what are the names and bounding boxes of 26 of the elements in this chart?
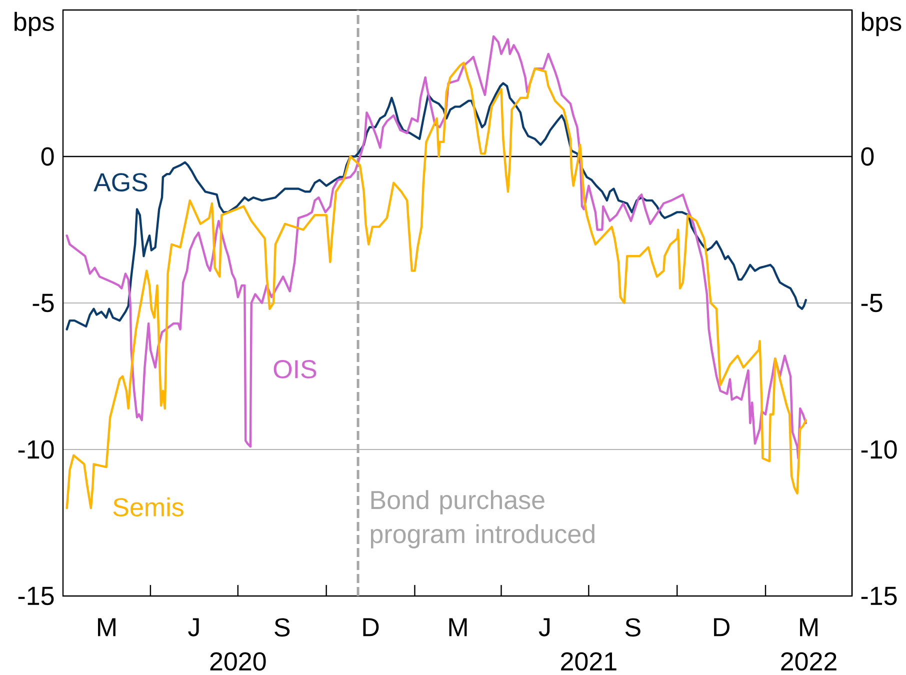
y2-tick-label: -10 [861,440,897,459]
text: J [188,618,199,636]
text: D [714,618,730,636]
y2-tick-label: -15 [861,586,897,606]
y-tick-label: -5 [32,294,54,312]
text: J [538,618,550,636]
x-tick-label: 2021 [561,652,616,671]
y2-tick-label: -5 [861,294,882,312]
text: S [274,618,290,637]
text: M [98,618,116,636]
y-tick-label: -15 [18,586,54,606]
y-tick-label: -10 [18,440,54,459]
ref-line-label: Bond purchase program introduced [370,490,594,548]
y2-axis-title: bps [862,12,902,36]
text: S [625,618,640,637]
x-tick-label: 2022 [781,652,836,671]
y-axis-title: bps [14,12,54,36]
text: M [449,618,467,636]
series-label: OIS [274,360,316,378]
series-label: Semis [113,497,184,516]
y-tick-label: 0 [41,147,54,166]
series-label: AGS [94,173,148,192]
x-tick-label: 2020 [210,652,266,671]
y2-tick-label: 0 [861,147,874,166]
text: M [800,618,818,636]
text: D [363,618,379,636]
